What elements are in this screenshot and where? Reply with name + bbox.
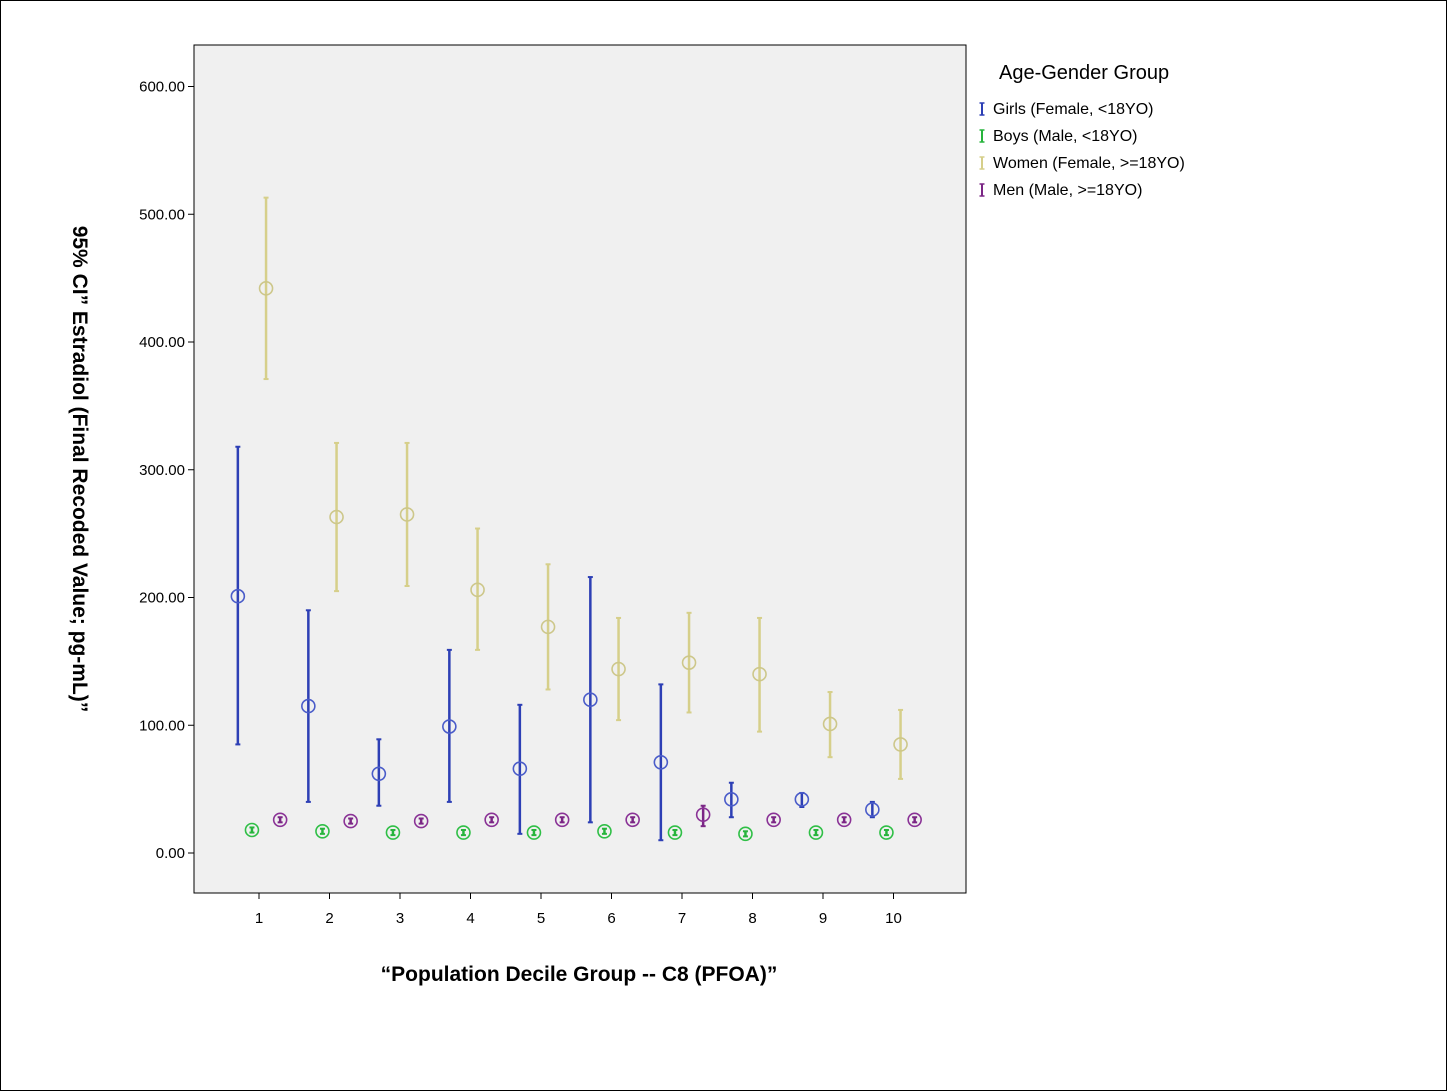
x-tick-label: 7 [678, 910, 686, 927]
mean-marker [554, 812, 570, 828]
data-marks [230, 196, 922, 842]
y-tick-label: 400.00 [139, 334, 185, 351]
x-tick-label: 5 [537, 910, 545, 927]
mean-marker [625, 812, 640, 828]
mean-marker [794, 792, 810, 807]
y-tick-label: 100.00 [139, 717, 185, 734]
x-axis: 1 2 3 4 5 6 7 8 9 10 [255, 893, 902, 927]
legend-item: Girls (Female, <18YO) [979, 101, 1153, 118]
mean-marker [836, 812, 852, 828]
x-tick-label: 4 [466, 910, 474, 927]
x-tick-label: 1 [255, 910, 263, 927]
mean-marker [865, 802, 880, 817]
mean-marker [413, 813, 429, 829]
series-3 [258, 196, 908, 780]
series-1 [230, 445, 880, 842]
legend-item: Women (Female, >=18YO) [979, 155, 1185, 172]
mean-marker [301, 698, 316, 714]
mean-marker [667, 825, 683, 840]
mean-marker [399, 507, 415, 522]
mean-marker [315, 823, 330, 839]
mean-marker [456, 825, 471, 840]
x-tick-label: 3 [396, 910, 404, 927]
mean-marker [512, 761, 528, 776]
mean-marker [597, 823, 612, 839]
mean-marker [343, 813, 358, 829]
mean-marker [724, 792, 739, 807]
y-tick-label: 0.00 [156, 845, 185, 862]
x-tick-label: 9 [819, 910, 827, 927]
mean-marker [470, 582, 485, 598]
mean-marker [230, 588, 246, 604]
mean-marker [371, 766, 387, 782]
mean-marker [442, 719, 457, 734]
legend-title: Age-Gender Group [999, 62, 1169, 84]
mean-marker [695, 807, 711, 822]
legend: Age-Gender Group Girls (Female, <18YO) Bo… [979, 62, 1185, 199]
mean-marker [879, 825, 894, 840]
mean-marker [244, 822, 260, 838]
mean-marker [272, 812, 288, 828]
legend-label: Girls (Female, <18YO) [993, 101, 1153, 118]
mean-marker [681, 655, 697, 670]
mean-marker [808, 825, 824, 840]
y-tick-label: 200.00 [139, 590, 185, 607]
mean-marker [484, 812, 499, 828]
mean-marker [258, 281, 274, 296]
y-axis: 0.00 100.00 200.00 300.00 400.00 500.00 600.00 [139, 79, 194, 862]
plot-area [193, 44, 967, 894]
x-axis-title: “Population Decile Group -- C8 (PFOA)” [381, 963, 778, 986]
legend-label: Men (Male, >=18YO) [993, 182, 1142, 199]
mean-marker [611, 661, 626, 677]
legend-label: Women (Female, >=18YO) [993, 155, 1185, 172]
mean-marker [893, 737, 908, 752]
mean-marker [653, 754, 669, 770]
mean-marker [385, 825, 401, 840]
legend-label: Boys (Male, <18YO) [993, 128, 1138, 145]
mean-marker [540, 619, 556, 635]
x-tick-label: 6 [607, 910, 615, 927]
mean-marker [583, 692, 598, 708]
mean-marker [526, 825, 542, 840]
y-tick-label: 300.00 [139, 462, 185, 479]
series-2 [244, 822, 894, 842]
mean-marker [738, 826, 753, 842]
mean-marker [329, 509, 344, 525]
legend-item: Boys (Male, <18YO) [979, 128, 1138, 145]
y-tick-label: 600.00 [139, 79, 185, 96]
mean-marker [752, 666, 767, 682]
x-tick-label: 10 [885, 910, 902, 927]
x-tick-label: 8 [748, 910, 756, 927]
series-4 [272, 804, 922, 829]
mean-marker [822, 716, 838, 732]
x-tick-label: 2 [325, 910, 333, 927]
legend-item: Men (Male, >=18YO) [979, 182, 1142, 199]
y-axis-title: 95% CI” Estradiol (Final Recoded Value; … [68, 226, 91, 713]
mean-marker [907, 812, 922, 828]
mean-marker [766, 812, 781, 828]
y-tick-label: 500.00 [139, 206, 185, 223]
